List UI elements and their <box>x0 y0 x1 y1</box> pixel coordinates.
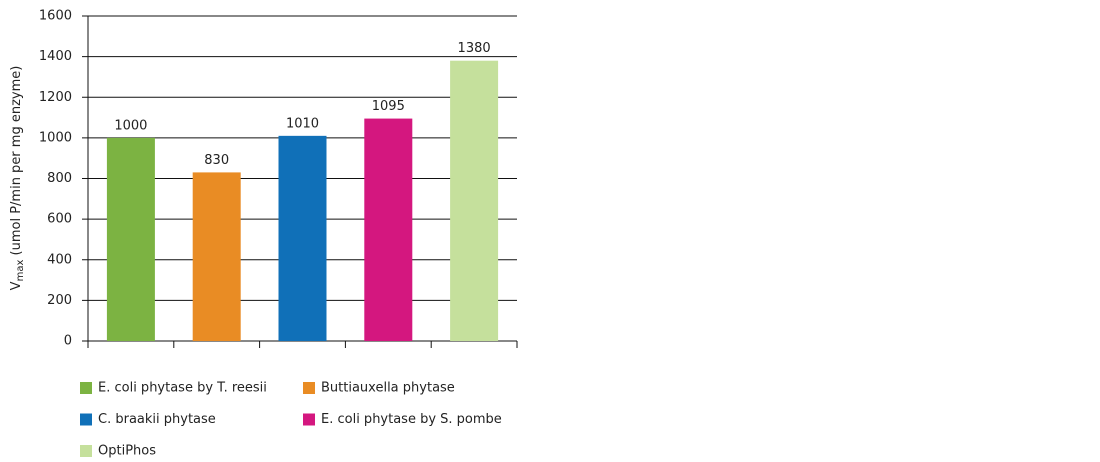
data-label: 1010 <box>286 116 319 131</box>
legend-label: Buttiauxella phytase <box>321 381 455 396</box>
legend-label: OptiPhos <box>98 444 156 459</box>
y-tick-label: 0 <box>64 334 72 349</box>
legend-label: C. braakii phytase <box>98 412 216 427</box>
legend-label: E. coli phytase by T. reesii <box>98 381 267 396</box>
legend-swatch <box>80 382 92 394</box>
legend-swatch <box>303 413 315 426</box>
y-axis-label: Vmax (umol P/min per mg enzyme) <box>9 66 27 291</box>
y-tick-label: 800 <box>47 171 72 186</box>
legend-label: E. coli phytase by S. pombe <box>321 412 502 427</box>
y-tick-label: 200 <box>47 293 72 308</box>
bar <box>364 118 413 341</box>
y-tick-label: 1400 <box>39 49 72 64</box>
bar <box>278 135 327 341</box>
legend-swatch <box>303 382 315 394</box>
data-label: 1380 <box>458 41 491 56</box>
y-tick-label: 1000 <box>39 130 72 145</box>
y-tick-label: 600 <box>47 212 72 227</box>
data-label: 830 <box>204 153 229 168</box>
y-tick-label: 400 <box>47 252 72 267</box>
y-tick-label: 1200 <box>39 90 72 105</box>
legend-swatch <box>80 445 92 457</box>
legend-swatch <box>80 413 92 426</box>
data-label: 1000 <box>114 118 147 133</box>
bar <box>106 137 155 341</box>
bar <box>450 60 499 341</box>
data-label: 1095 <box>372 99 405 114</box>
bar <box>192 172 241 341</box>
y-tick-label: 1600 <box>39 9 72 24</box>
